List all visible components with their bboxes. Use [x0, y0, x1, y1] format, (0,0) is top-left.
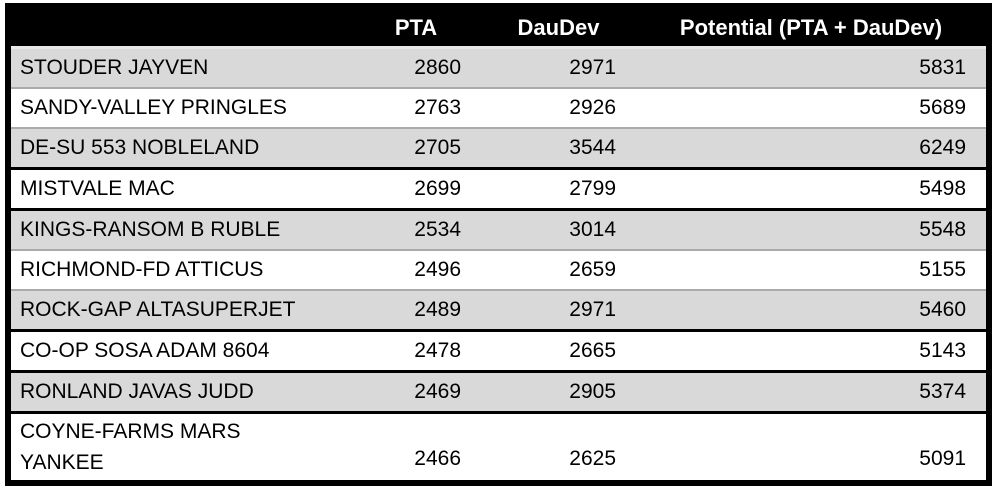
sire-name-cell: RONLAND JAVAS JUDD: [11, 371, 351, 414]
potential-cell: 5548: [636, 209, 986, 251]
potential-cell: 5143: [636, 330, 986, 373]
potential-cell: 5374: [636, 371, 986, 414]
sire-name-cell: RICHMOND-FD ATTICUS: [11, 250, 351, 291]
daudev-cell: 3544: [481, 128, 636, 170]
table-row: COYNE-FARMS MARS YANKEE 2466 2625 5091: [11, 412, 986, 480]
table-row: KINGS-RANSOM B RUBLE 2534 3014 5548: [11, 209, 986, 251]
sire-name-cell: STOUDER JAYVEN: [11, 47, 351, 89]
pta-cell: 2705: [351, 128, 481, 170]
header-row: PTA DauDev Potential (PTA + DauDev): [11, 9, 986, 49]
sire-name-cell: DE-SU 553 NOBLELAND: [11, 128, 351, 170]
daudev-cell: 2799: [481, 168, 636, 211]
sire-name-cell: CO-OP SOSA ADAM 8604: [11, 330, 351, 373]
table-row: CO-OP SOSA ADAM 8604 2478 2665 5143: [11, 330, 986, 373]
potential-cell: 5155: [636, 250, 986, 291]
potential-cell: 6249: [636, 128, 986, 170]
daudev-cell: 2926: [481, 88, 636, 129]
sire-name-cell: KINGS-RANSOM B RUBLE: [11, 209, 351, 251]
pta-cell: 2466: [351, 412, 481, 480]
table-row: STOUDER JAYVEN 2860 2971 5831: [11, 47, 986, 89]
pta-cell: 2860: [351, 47, 481, 89]
sire-name-cell: MISTVALE MAC: [11, 168, 351, 211]
sire-name-cell: SANDY-VALLEY PRINGLES: [11, 88, 351, 129]
table-row: ROCK-GAP ALTASUPERJET 2489 2971 5460: [11, 290, 986, 332]
pta-cell: 2469: [351, 371, 481, 414]
pta-cell: 2699: [351, 168, 481, 211]
header-potential: Potential (PTA + DauDev): [636, 9, 986, 49]
daudev-cell: 3014: [481, 209, 636, 251]
table-row: DE-SU 553 NOBLELAND 2705 3544 6249: [11, 128, 986, 170]
potential-cell: 5689: [636, 88, 986, 129]
header-pta: PTA: [351, 9, 481, 49]
sire-name-cell: COYNE-FARMS MARS YANKEE: [11, 412, 351, 480]
pta-cell: 2478: [351, 330, 481, 373]
daudev-cell: 2971: [481, 290, 636, 332]
pta-cell: 2763: [351, 88, 481, 129]
sire-table-frame: PTA DauDev Potential (PTA + DauDev) STOU…: [5, 3, 992, 486]
table-row: MISTVALE MAC 2699 2799 5498: [11, 168, 986, 211]
table-row: SANDY-VALLEY PRINGLES 2763 2926 5689: [11, 88, 986, 129]
potential-cell: 5460: [636, 290, 986, 332]
header-name-blank: [11, 9, 351, 49]
potential-cell: 5498: [636, 168, 986, 211]
potential-cell: 5831: [636, 47, 986, 89]
pta-cell: 2489: [351, 290, 481, 332]
sire-name-cell: ROCK-GAP ALTASUPERJET: [11, 290, 351, 332]
table-row: RICHMOND-FD ATTICUS 2496 2659 5155: [11, 250, 986, 291]
daudev-cell: 2665: [481, 330, 636, 373]
daudev-cell: 2971: [481, 47, 636, 89]
potential-cell: 5091: [636, 412, 986, 480]
pta-cell: 2534: [351, 209, 481, 251]
daudev-cell: 2905: [481, 371, 636, 414]
sire-name-wrapped: COYNE-FARMS MARS YANKEE: [20, 420, 241, 474]
pta-cell: 2496: [351, 250, 481, 291]
table-row: RONLAND JAVAS JUDD 2469 2905 5374: [11, 371, 986, 414]
sire-potential-table: PTA DauDev Potential (PTA + DauDev) STOU…: [11, 9, 986, 480]
daudev-cell: 2659: [481, 250, 636, 291]
daudev-cell: 2625: [481, 412, 636, 480]
header-daudev: DauDev: [481, 9, 636, 49]
